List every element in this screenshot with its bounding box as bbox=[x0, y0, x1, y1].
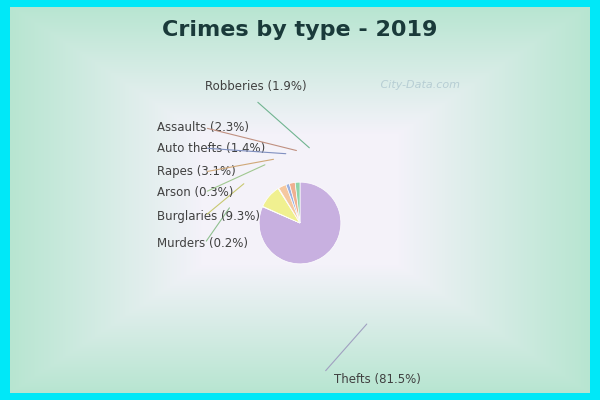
Wedge shape bbox=[295, 182, 300, 223]
Text: Auto thefts (1.4%): Auto thefts (1.4%) bbox=[157, 142, 265, 155]
Wedge shape bbox=[289, 182, 300, 223]
Wedge shape bbox=[278, 188, 300, 223]
Text: Murders (0.2%): Murders (0.2%) bbox=[157, 237, 248, 250]
Wedge shape bbox=[263, 206, 300, 223]
Text: Burglaries (9.3%): Burglaries (9.3%) bbox=[157, 210, 260, 223]
Text: Thefts (81.5%): Thefts (81.5%) bbox=[334, 373, 421, 386]
Wedge shape bbox=[279, 185, 300, 223]
Text: Arson (0.3%): Arson (0.3%) bbox=[157, 186, 233, 199]
Wedge shape bbox=[259, 182, 341, 264]
Wedge shape bbox=[286, 184, 300, 223]
Wedge shape bbox=[263, 188, 300, 223]
Text: Rapes (3.1%): Rapes (3.1%) bbox=[157, 166, 236, 178]
Text: Assaults (2.3%): Assaults (2.3%) bbox=[157, 121, 249, 134]
Text: Crimes by type - 2019: Crimes by type - 2019 bbox=[163, 20, 437, 40]
Text: City-Data.com: City-Data.com bbox=[377, 80, 460, 90]
Text: Robberies (1.9%): Robberies (1.9%) bbox=[205, 80, 307, 93]
